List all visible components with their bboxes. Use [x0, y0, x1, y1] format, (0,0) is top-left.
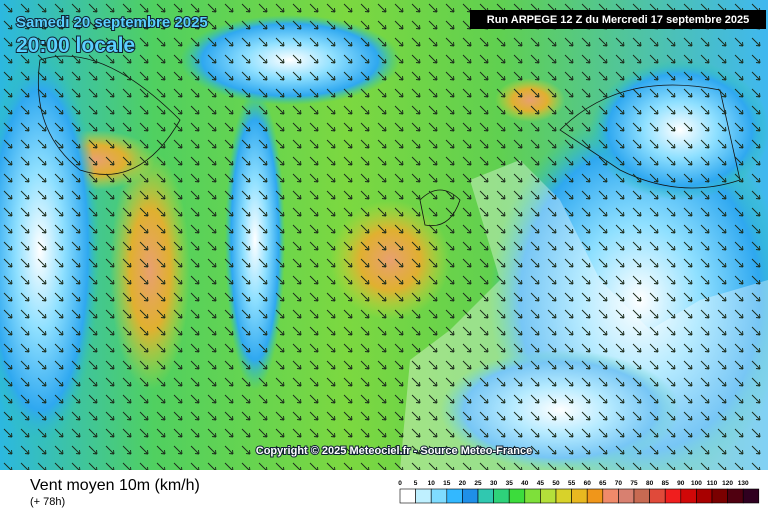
color-legend: 0 5 10 15 20 25 30 35 40 45 50 55 60 65 70 75 80 85 90 100 1…: [398, 480, 760, 504]
legend-tick-label: 30: [490, 480, 498, 487]
legend-swatch: [399, 488, 416, 504]
legend-tick-label: 100: [691, 480, 702, 487]
legend-swatch: [555, 488, 572, 504]
legend-tick-label: 65: [599, 480, 607, 487]
legend-swatch: [649, 488, 666, 504]
legend-swatch: [711, 488, 728, 504]
legend-swatch: [586, 488, 604, 504]
legend-tick-label: 50: [552, 480, 560, 487]
legend-swatch: [524, 488, 541, 504]
legend-tick-label: 20: [459, 480, 467, 487]
legend-swatch: [680, 488, 697, 504]
time-label: 20:00 locale: [16, 34, 135, 57]
legend-tick-label: 110: [707, 480, 718, 487]
legend-swatch: [664, 488, 682, 504]
legend-swatch: [696, 488, 713, 504]
legend-tick-label: 0: [398, 480, 402, 487]
legend-swatch: [633, 488, 650, 504]
legend-tick-label: 45: [537, 480, 545, 487]
legend-swatch: [602, 488, 619, 504]
legend-tick-label: 5: [414, 480, 418, 487]
legend-swatch: [508, 488, 526, 504]
variable-label: Vent moyen 10m (km/h): [30, 477, 200, 494]
legend-swatch: [477, 488, 494, 504]
legend-swatch: [462, 488, 479, 504]
legend-tick-label: 85: [662, 480, 670, 487]
wind-field: [0, 0, 768, 490]
legend-tick-label: 75: [630, 480, 638, 487]
legend-tick-label: 15: [443, 480, 451, 487]
legend-swatch: [540, 488, 557, 504]
legend-tick-label: 10: [428, 480, 436, 487]
legend-tick-label: 25: [474, 480, 482, 487]
legend-tick-label: 35: [506, 480, 514, 487]
legend-swatch: [446, 488, 463, 504]
legend-tick-label: 70: [615, 480, 623, 487]
legend-swatch: [415, 488, 432, 504]
legend-swatch: [571, 488, 588, 504]
legend-tick-label: 130: [738, 480, 749, 487]
copyright: Copyright © 2025 Meteociel.fr - Source M…: [256, 445, 532, 457]
legend-swatch: [493, 488, 510, 504]
legend-tick-label: 80: [646, 480, 654, 487]
legend-tick-label: 55: [568, 480, 576, 487]
legend-swatch: [742, 488, 760, 504]
lead-label: (+ 78h): [30, 496, 65, 508]
legend-tick-label: 90: [677, 480, 685, 487]
run-box: [470, 10, 766, 29]
run-label: Run ARPEGE 12 Z du Mercredi 17 septembre…: [487, 14, 749, 26]
legend-swatch: [430, 488, 448, 504]
legend-swatch: [618, 488, 635, 504]
date-label: Samedi 20 septembre 2025: [16, 14, 208, 31]
legend-tick-label: 120: [722, 480, 733, 487]
legend-swatch: [727, 488, 744, 504]
legend-tick-label: 60: [584, 480, 592, 487]
legend-tick-label: 40: [521, 480, 529, 487]
